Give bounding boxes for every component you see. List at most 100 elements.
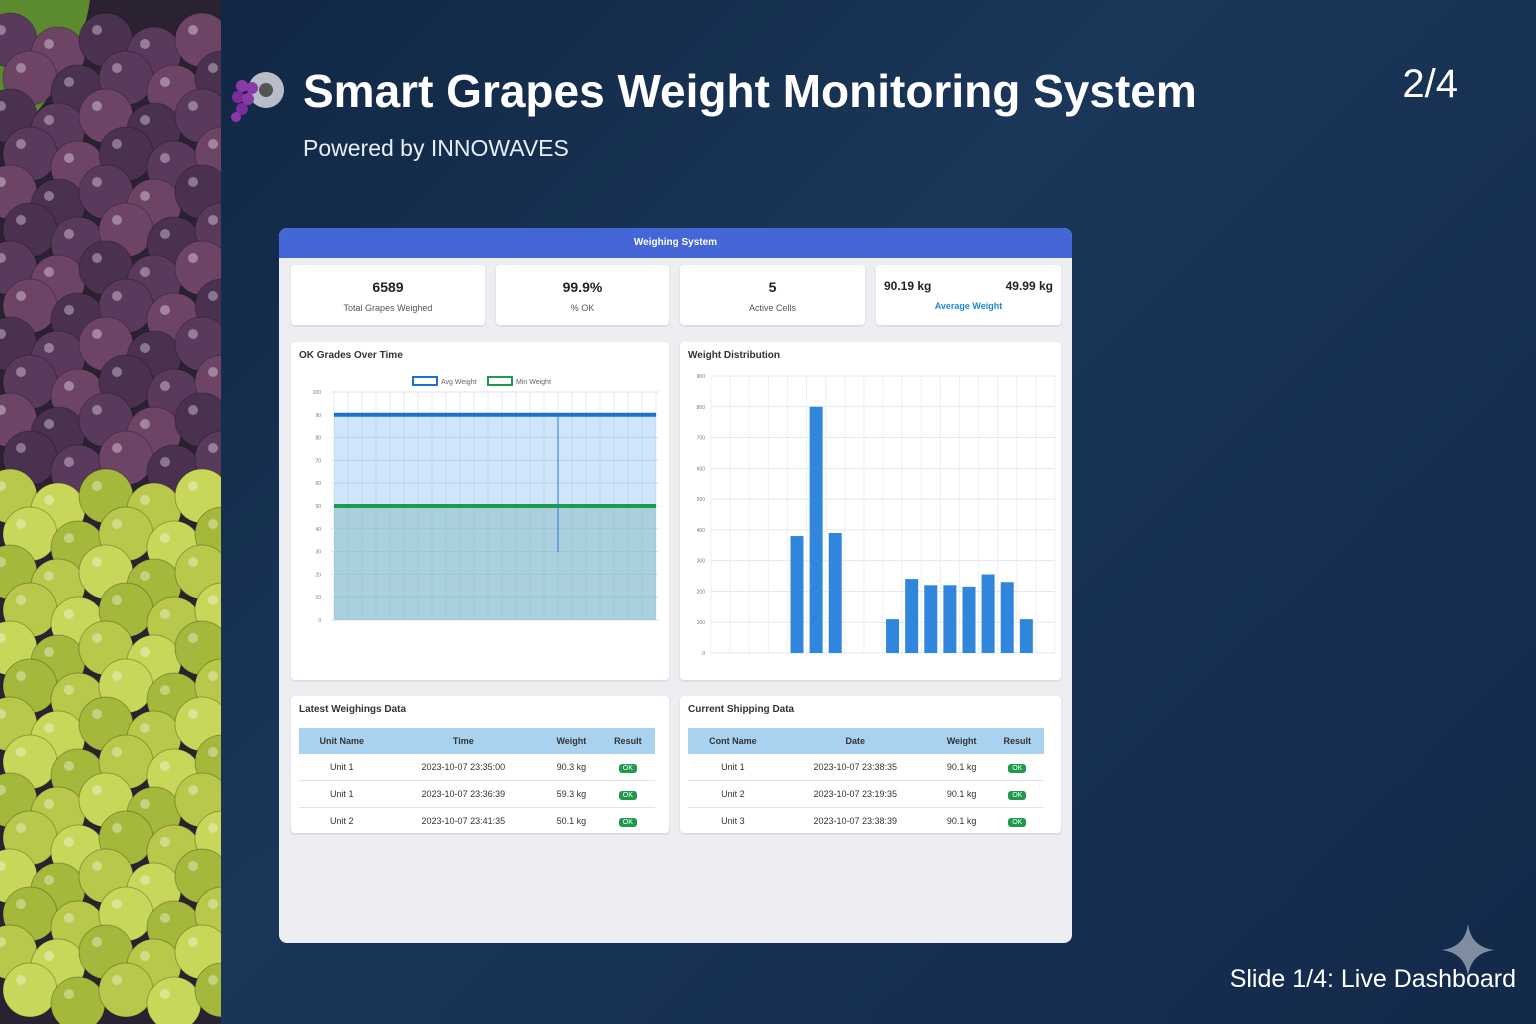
grape-shine xyxy=(44,723,54,733)
grape-shine xyxy=(112,595,122,605)
table-cell: OK xyxy=(600,754,655,781)
grape-shine xyxy=(188,633,198,643)
y-tick-label: 700 xyxy=(697,436,706,442)
grape-shine xyxy=(0,709,6,719)
kpi-card: 90.19 kg 49.99 kg Average Weight xyxy=(876,265,1061,325)
table-row: Unit 1 2023-10-07 23:38:35 90.1 kg OK xyxy=(688,754,1044,781)
kpi-value: 99.9% xyxy=(562,279,603,295)
grape-shine xyxy=(160,761,170,771)
y-tick-label: 0 xyxy=(702,651,705,657)
table-cell: 2023-10-07 23:41:35 xyxy=(384,807,543,835)
slide-subtitle: Powered by INNOWAVES xyxy=(303,135,569,161)
table-cell: 59.3 kg xyxy=(542,780,601,808)
grape-shine xyxy=(64,457,74,467)
grape-shine xyxy=(188,25,198,35)
grape-shine xyxy=(44,495,54,505)
bar xyxy=(1019,619,1033,653)
data-table: Cont Name Date Weight Result Unit 1 2023-10-0… xyxy=(688,728,1044,835)
kpi-card: 6589 Total Grapes Weighed xyxy=(291,265,485,325)
logo-icon xyxy=(231,72,284,122)
column-header: Result xyxy=(990,728,1044,754)
result-badge: OK xyxy=(1008,791,1027,800)
chart-title: Weight Distribution xyxy=(688,350,781,361)
grape-shine xyxy=(64,685,74,695)
y-tick-label: 600 xyxy=(697,466,706,472)
grape-shine xyxy=(112,747,122,757)
bar xyxy=(905,579,919,653)
table-cell: OK xyxy=(600,780,655,808)
grape-shine xyxy=(160,77,170,87)
grape-shine xyxy=(140,799,150,809)
grape-shine xyxy=(208,443,218,453)
grape-shine xyxy=(0,405,6,415)
grape-shine xyxy=(208,519,218,529)
table-cell: Unit 1 xyxy=(299,754,385,781)
line-chart-card: OK Grades Over Time 0 10 20 30 40 50 60 70 80 90 1… xyxy=(291,342,669,680)
grape-shine xyxy=(0,253,6,263)
y-tick-label: 10 xyxy=(315,595,321,601)
y-tick-label: 60 xyxy=(315,481,321,487)
grape-shine xyxy=(112,63,122,73)
grape-shine xyxy=(0,861,6,871)
legend-label: Avg Weight xyxy=(441,379,477,386)
grape-shine xyxy=(16,823,26,833)
grape-shine xyxy=(44,951,54,961)
grape-shine xyxy=(64,609,74,619)
grape-shine xyxy=(44,39,54,49)
grape-shine xyxy=(140,39,150,49)
bar xyxy=(1000,582,1014,653)
grape-shine xyxy=(64,837,74,847)
grape-shine xyxy=(112,291,122,301)
table-cell: 90.3 kg xyxy=(542,754,601,781)
table-cell: 90.1 kg xyxy=(932,807,991,835)
table-row: Unit 2 2023-10-07 23:41:35 50.1 kg OK xyxy=(299,807,655,835)
grape-shine xyxy=(188,709,198,719)
y-tick-label: 300 xyxy=(697,559,706,565)
y-tick-label: 20 xyxy=(315,572,321,578)
histogram: 0 100 200 300 400 500 600 700 800 900 xyxy=(697,374,1056,657)
slide-footer: Slide 1/4: Live Dashboard xyxy=(1229,965,1516,993)
kpi-label: % OK xyxy=(570,303,595,313)
grape-shine xyxy=(16,595,26,605)
y-tick-label: 40 xyxy=(315,527,321,533)
y-tick-label: 90 xyxy=(315,413,321,419)
grape-shine xyxy=(188,329,198,339)
grape-shine xyxy=(208,823,218,833)
grape-shine xyxy=(92,709,102,719)
grape-shine xyxy=(160,229,170,239)
table-cell: OK xyxy=(990,754,1044,781)
grape-shine xyxy=(140,267,150,277)
sparkle xyxy=(1442,924,1494,976)
area xyxy=(334,506,656,620)
table-title: Current Shipping Data xyxy=(688,704,795,715)
bar xyxy=(981,574,995,653)
bar xyxy=(924,585,938,653)
grape-shine xyxy=(92,101,102,111)
grape-shine xyxy=(92,937,102,947)
grape-shine xyxy=(44,647,54,657)
kpi-value: 6589 xyxy=(372,279,404,295)
grape-shine xyxy=(140,571,150,581)
grape-shine xyxy=(92,861,102,871)
grape-shine xyxy=(92,785,102,795)
table-cell: OK xyxy=(600,807,655,835)
grape-shine xyxy=(160,989,170,999)
grape-shine xyxy=(64,153,74,163)
column-header: Time xyxy=(384,728,543,754)
bar xyxy=(809,406,823,653)
y-tick-label: 200 xyxy=(697,589,706,595)
grape-shine xyxy=(16,519,26,529)
bar xyxy=(886,619,900,653)
column-header: Date xyxy=(777,728,933,754)
page-number: 2/4 xyxy=(1402,62,1458,106)
grape-shine xyxy=(16,899,26,909)
grape-shine xyxy=(16,975,26,985)
y-tick-label: 900 xyxy=(697,374,706,380)
grape-shine xyxy=(16,139,26,149)
table-cell: OK xyxy=(990,780,1044,808)
grape-shine xyxy=(188,177,198,187)
grape-shine xyxy=(16,367,26,377)
result-badge: OK xyxy=(1008,764,1027,773)
kpi-label: Total Grapes Weighed xyxy=(343,303,433,313)
column-header: Result xyxy=(600,728,655,754)
